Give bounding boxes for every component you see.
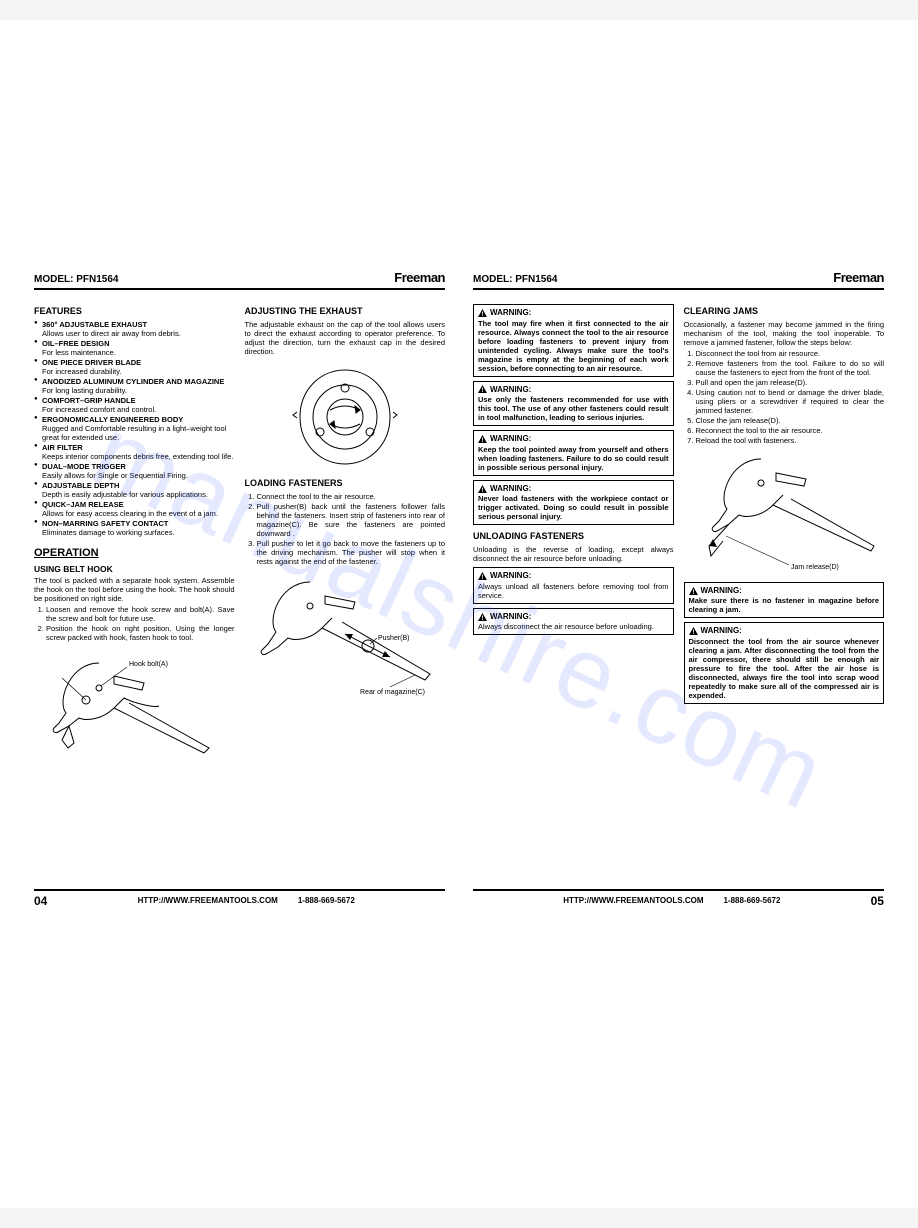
clearing-heading: CLEARING JAMS	[684, 306, 885, 317]
warning-box: !WARNING: Always disconnect the air reso…	[473, 608, 674, 636]
feature-item: ONE PIECE DRIVER BLADEFor increased dura…	[34, 358, 235, 376]
feature-item: DUAL–MODE TRIGGEREasily allows for Singl…	[34, 462, 235, 480]
right-col-2: CLEARING JAMS Occasionally, a fastener m…	[684, 300, 885, 889]
features-heading: FEATURES	[34, 306, 235, 317]
unloading-body: Unloading is the reverse of loading, exc…	[473, 545, 674, 563]
clearing-intro: Occasionally, a fastener may become jamm…	[684, 320, 885, 347]
svg-text:!: !	[481, 437, 483, 443]
jam-release-illustration: Jam release(D)	[691, 451, 876, 576]
warning-box: !WARNING: Use only the fasteners recomme…	[473, 381, 674, 427]
clearing-steps: Disconnect the tool from air resource. R…	[684, 349, 885, 445]
page-number: 04	[34, 894, 47, 908]
page-body-right: !WARNING: The tool may fire when it firs…	[473, 300, 884, 889]
operation-heading: OPERATION	[34, 547, 235, 560]
svg-text:!: !	[692, 589, 694, 595]
feature-item: 360° ADJUSTABLE EXHAUSTAllows user to di…	[34, 320, 235, 338]
step: Close the jam release(D).	[696, 416, 885, 425]
step: Connect the tool to the air resource.	[257, 492, 446, 501]
feature-item: ADJUSTABLE DEPTHDepth is easily adjustab…	[34, 481, 235, 499]
page-left: MODEL: PFN1564 Freeman FEATURES 360° ADJ…	[30, 270, 449, 908]
page-right: MODEL: PFN1564 Freeman !WARNING: The too…	[469, 270, 888, 908]
svg-text:!: !	[481, 311, 483, 317]
step: Reload the tool with fasteners.	[696, 436, 885, 445]
jam-release-label: Jam release(D)	[791, 564, 839, 571]
unloading-heading: UNLOADING FASTENERS	[473, 531, 674, 542]
feature-item: ERGONOMICALLY ENGINEERED BODYRugged and …	[34, 415, 235, 442]
exhaust-body: The adjustable exhaust on the cap of the…	[245, 320, 446, 356]
loading-steps: Connect the tool to the air resource. Pu…	[245, 492, 446, 566]
warning-box: !WARNING: The tool may fire when it firs…	[473, 304, 674, 377]
warning-icon: !	[478, 572, 487, 580]
step: Loosen and remove the hook screw and bol…	[46, 605, 235, 623]
feature-item: NON–MARRING SAFETY CONTACTEliminates dam…	[34, 519, 235, 537]
svg-text:!: !	[481, 388, 483, 394]
belt-hook-steps: Loosen and remove the hook screw and bol…	[34, 605, 235, 642]
warning-icon: !	[478, 613, 487, 621]
warning-icon: !	[478, 309, 487, 317]
right-col-1: !WARNING: The tool may fire when it firs…	[473, 300, 674, 889]
step: Using caution not to bend or damage the …	[696, 388, 885, 415]
exhaust-cap-illustration	[285, 362, 405, 472]
footer-url: HTTP://WWW.FREEMANTOOLS.COM	[563, 896, 703, 906]
features-list: 360° ADJUSTABLE EXHAUSTAllows user to di…	[34, 320, 235, 537]
manual-sheet: manualshire.com MODEL: PFN1564 Freeman F…	[0, 20, 918, 1208]
feature-item: ANODIZED ALUMINUM CYLINDER AND MAGAZINEF…	[34, 377, 235, 395]
exhaust-heading: ADJUSTING THE EXHAUST	[245, 306, 446, 317]
loading-heading: LOADING FASTENERS	[245, 478, 446, 489]
warning-icon: !	[478, 485, 487, 493]
step: Remove fasteners from the tool. Failure …	[696, 359, 885, 377]
warning-box: !WARNING: Make sure there is no fastener…	[684, 582, 885, 619]
page-body-left: FEATURES 360° ADJUSTABLE EXHAUSTAllows u…	[34, 300, 445, 889]
step: Position the hook on right position. Usi…	[46, 624, 235, 642]
feature-item: AIR FILTERKeeps interior components debr…	[34, 443, 235, 461]
hook-bolt-label: Hook bolt(A)	[129, 661, 168, 668]
feature-item: COMFORT–GRIP HANDLEFor increased comfort…	[34, 396, 235, 414]
warning-box: !WARNING: Disconnect the tool from the a…	[684, 622, 885, 704]
belt-hook-illustration: Hook bolt(A)	[44, 648, 224, 768]
model-label: MODEL: PFN1564	[473, 274, 557, 286]
page-header: MODEL: PFN1564 Freeman	[473, 270, 884, 290]
model-label: MODEL: PFN1564	[34, 274, 118, 286]
svg-text:!: !	[692, 629, 694, 635]
warning-icon: !	[689, 627, 698, 635]
feature-item: QUICK–JAM RELEASEAllows for easy access …	[34, 500, 235, 518]
footer-url: HTTP://WWW.FREEMANTOOLS.COM	[138, 896, 278, 906]
warning-icon: !	[478, 435, 487, 443]
page-number: 05	[871, 894, 884, 908]
warning-icon: !	[478, 385, 487, 393]
warning-box: !WARNING: Keep the tool pointed away fro…	[473, 430, 674, 476]
warning-icon: !	[689, 587, 698, 595]
brand-logo: Freeman	[394, 270, 445, 286]
warning-box: !WARNING: Always unload all fasteners be…	[473, 567, 674, 604]
brand-logo: Freeman	[833, 270, 884, 286]
svg-text:!: !	[481, 574, 483, 580]
page-footer-left: 04 HTTP://WWW.FREEMANTOOLS.COM 1-888-669…	[34, 889, 445, 908]
svg-text:!: !	[481, 487, 483, 493]
page-footer-right: HTTP://WWW.FREEMANTOOLS.COM 1-888-669-56…	[473, 889, 884, 908]
feature-item: OIL–FREE DESIGNFor less maintenance.	[34, 339, 235, 357]
rear-magazine-label: Rear of magazine(C)	[360, 689, 425, 696]
svg-text:!: !	[481, 615, 483, 621]
step: Reconnect the tool to the air resource.	[696, 426, 885, 435]
footer-phone: 1-888-669-5672	[298, 896, 355, 906]
belt-hook-intro: The tool is packed with a separate hook …	[34, 576, 235, 603]
step: Disconnect the tool from air resource.	[696, 349, 885, 358]
left-col-2: ADJUSTING THE EXHAUST The adjustable exh…	[245, 300, 446, 889]
page-header: MODEL: PFN1564 Freeman	[34, 270, 445, 290]
belt-hook-heading: USING BELT HOOK	[34, 564, 235, 574]
footer-phone: 1-888-669-5672	[723, 896, 780, 906]
left-col-1: FEATURES 360° ADJUSTABLE EXHAUSTAllows u…	[34, 300, 235, 889]
page-spread: MODEL: PFN1564 Freeman FEATURES 360° ADJ…	[30, 270, 888, 908]
step: Pull pusher to let it go back to move th…	[257, 539, 446, 566]
warning-box: !WARNING: Never load fasteners with the …	[473, 480, 674, 526]
loading-illustration: Pusher(B) Rear of magazine(C)	[250, 572, 440, 702]
step: Pull and open the jam release(D).	[696, 378, 885, 387]
pusher-label: Pusher(B)	[378, 635, 410, 642]
step: Pull pusher(B) back until the fasteners …	[257, 502, 446, 538]
